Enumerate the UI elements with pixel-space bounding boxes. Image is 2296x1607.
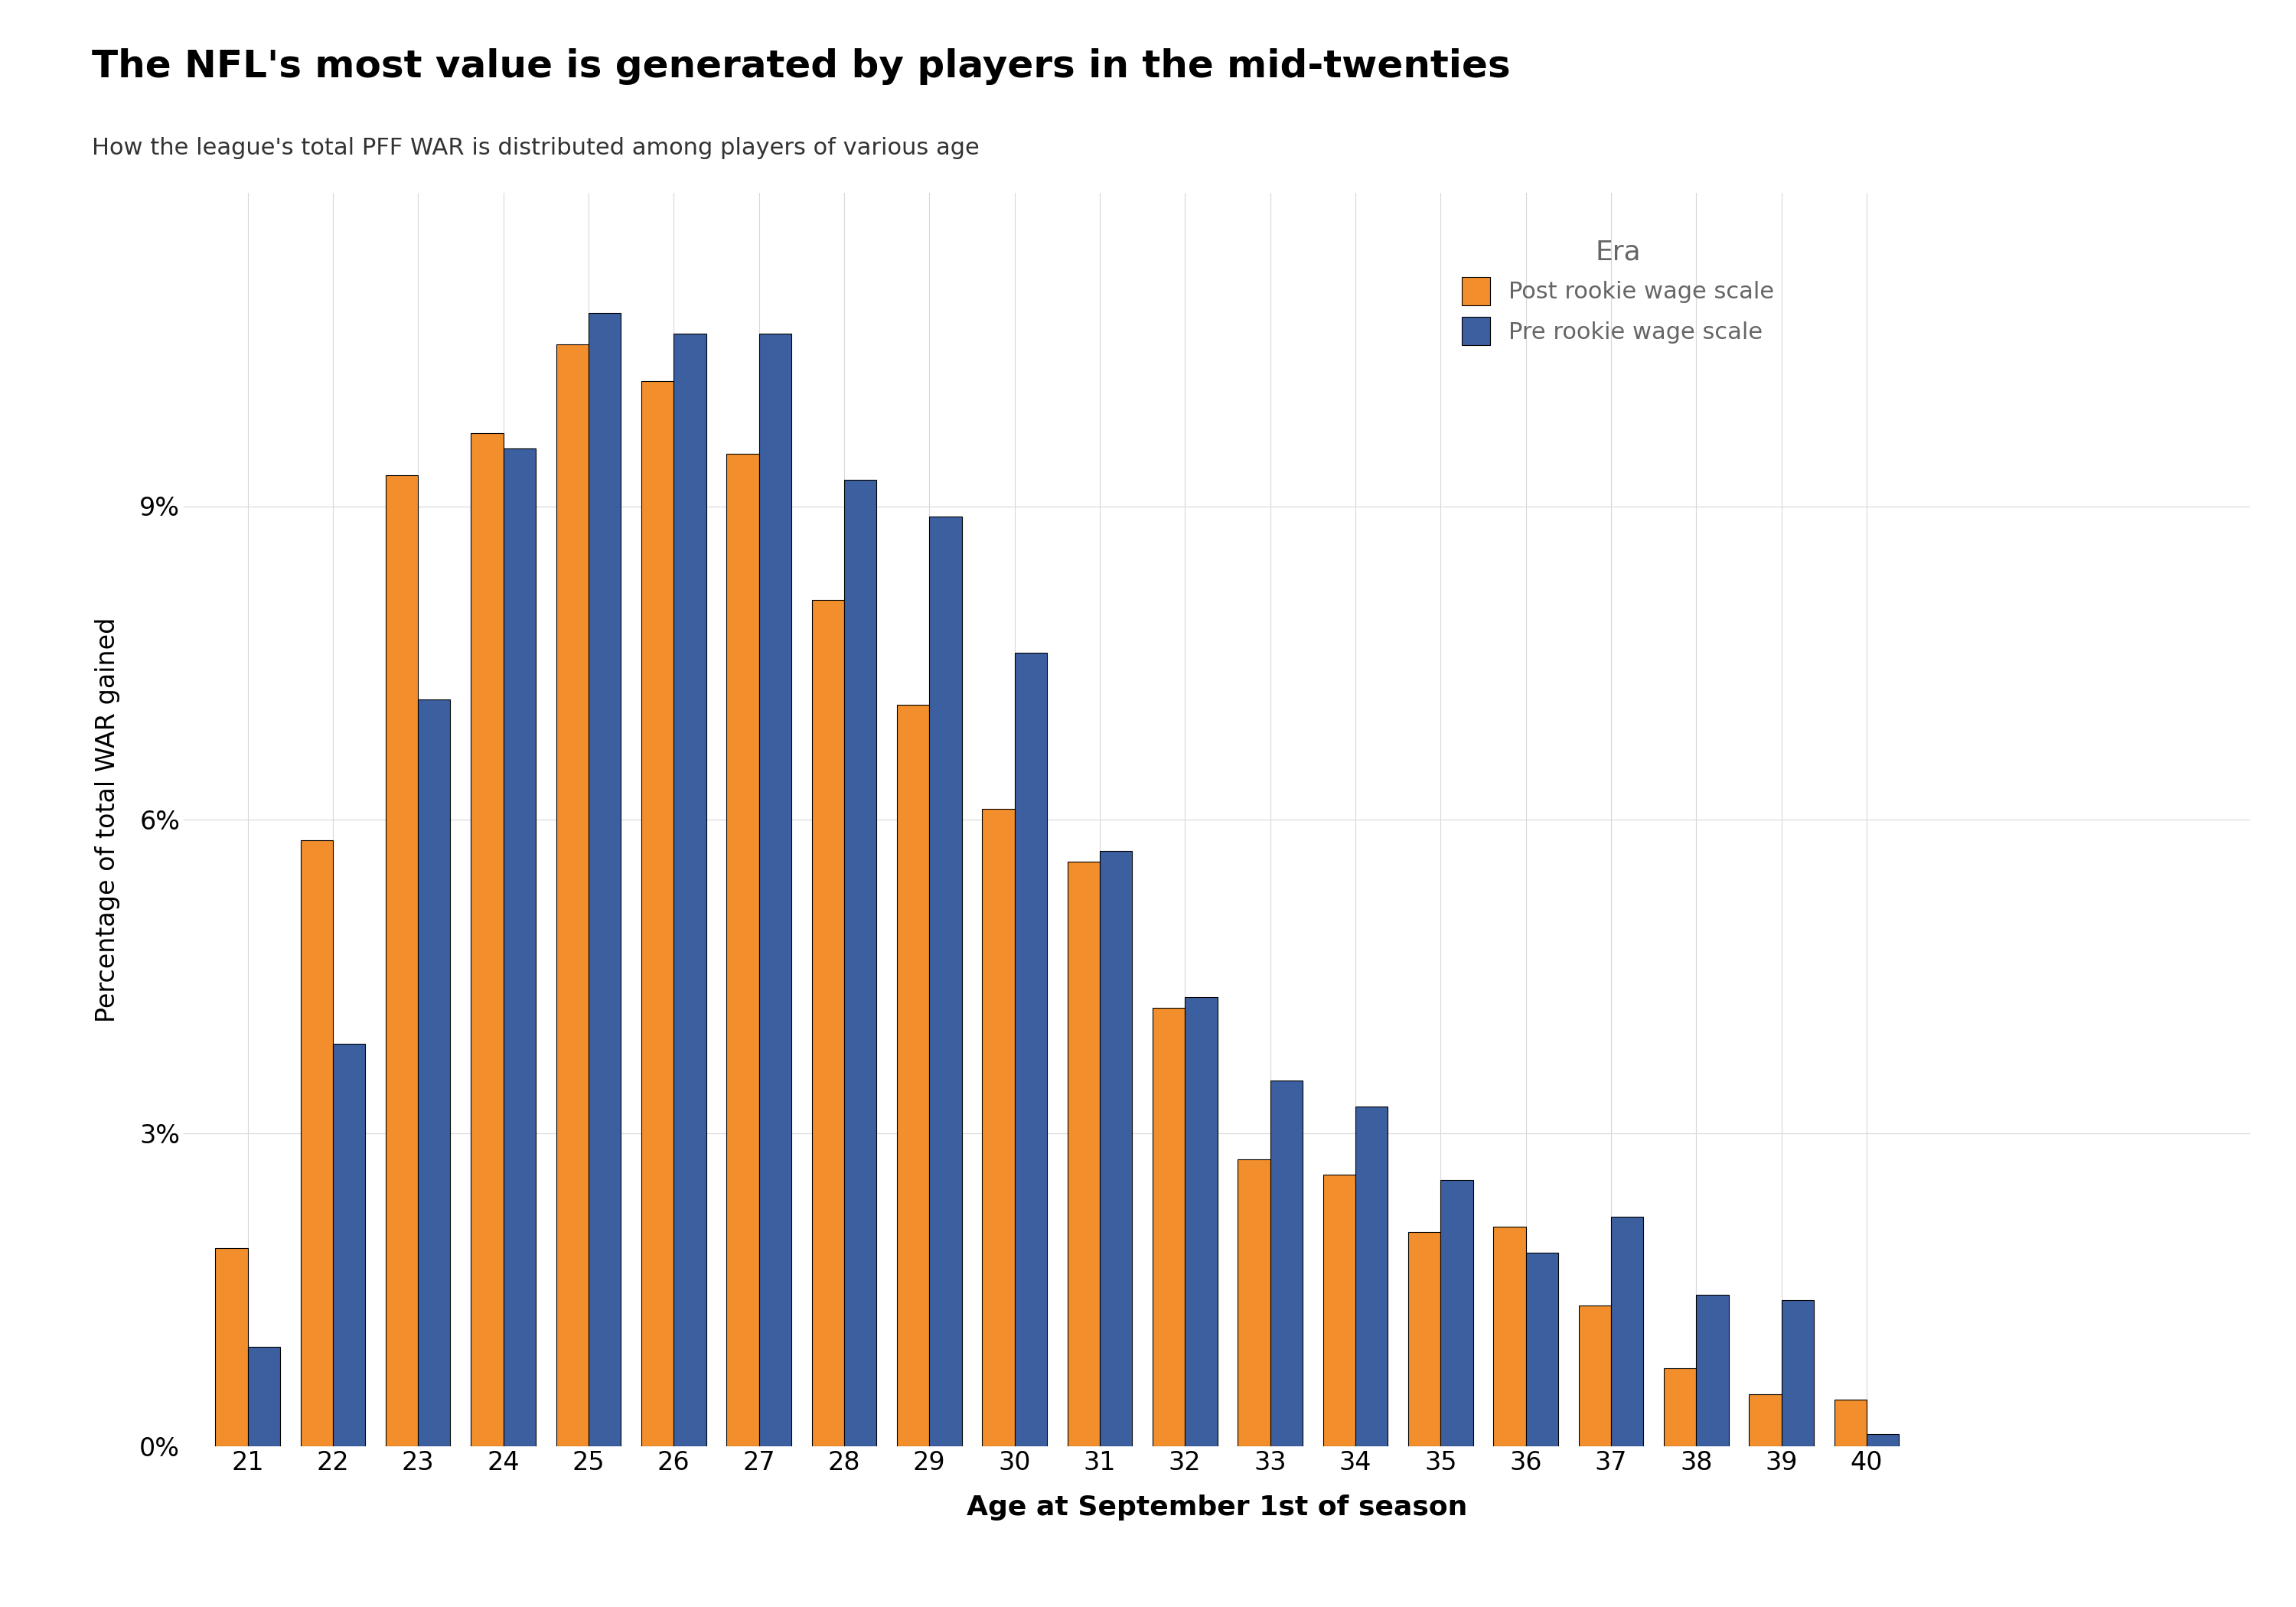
Bar [1238,1159,1270,1446]
Bar [1355,1107,1387,1446]
Bar [301,840,333,1446]
Bar [1185,996,1217,1446]
Bar [1835,1400,1867,1446]
Bar [930,516,962,1446]
Y-axis label: Percentage of total WAR gained: Percentage of total WAR gained [94,617,119,1022]
Bar [333,1045,365,1446]
Bar [1782,1300,1814,1446]
Bar [1270,1080,1302,1446]
Bar [673,334,707,1446]
X-axis label: Age at September 1st of season: Age at September 1st of season [967,1495,1467,1520]
Bar [898,705,930,1446]
Bar [641,381,673,1446]
Bar [1612,1216,1644,1446]
Legend: Post rookie wage scale, Pre rookie wage scale: Post rookie wage scale, Pre rookie wage … [1453,230,1784,355]
Bar [845,480,877,1446]
Bar [813,601,845,1446]
Bar [588,313,620,1446]
Bar [1527,1253,1559,1446]
Bar [1440,1180,1474,1446]
Bar [760,334,792,1446]
Bar [418,699,450,1446]
Bar [726,453,760,1446]
Bar [216,1249,248,1446]
Bar [386,476,418,1446]
Bar [1750,1395,1782,1446]
Text: How the league's total PFF WAR is distributed among players of various age: How the league's total PFF WAR is distri… [92,137,980,159]
Bar [1100,852,1132,1446]
Bar [1068,861,1100,1446]
Bar [1407,1233,1440,1446]
Bar [1322,1175,1355,1446]
Bar [1015,652,1047,1446]
Text: The NFL's most value is generated by players in the mid-twenties: The NFL's most value is generated by pla… [92,48,1511,85]
Bar [556,344,588,1446]
Bar [1492,1228,1527,1446]
Bar [471,434,503,1446]
Bar [1665,1368,1697,1446]
Bar [983,810,1015,1446]
Bar [503,448,535,1446]
Bar [1867,1433,1899,1446]
Bar [248,1347,280,1446]
Bar [1697,1295,1729,1446]
Bar [1580,1305,1612,1446]
Bar [1153,1008,1185,1446]
